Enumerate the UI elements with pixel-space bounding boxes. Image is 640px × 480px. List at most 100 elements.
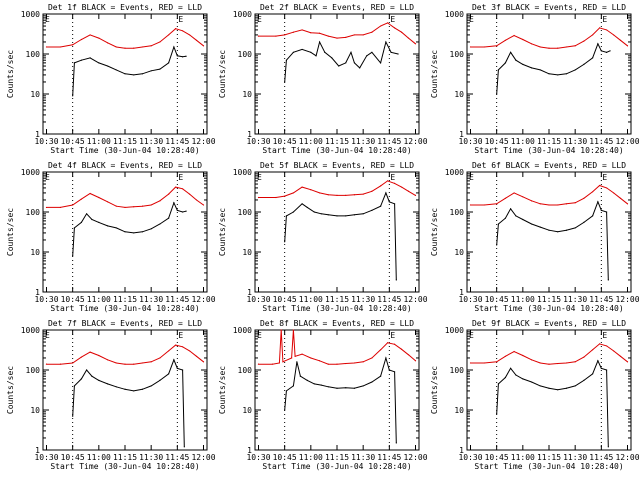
point-lld bbox=[345, 362, 347, 365]
point-lld bbox=[539, 203, 541, 205]
point-lld bbox=[583, 197, 585, 199]
point-lld bbox=[598, 343, 601, 345]
point-lld bbox=[195, 355, 198, 357]
point-events bbox=[510, 367, 512, 369]
point-events bbox=[592, 57, 594, 59]
point-lld bbox=[257, 363, 260, 365]
point-events bbox=[366, 55, 368, 57]
point-lld bbox=[284, 34, 286, 36]
point-lld bbox=[292, 192, 294, 194]
point-lld bbox=[619, 197, 622, 199]
point-lld bbox=[530, 359, 533, 361]
y-tick-label: 10 bbox=[242, 406, 252, 415]
x-tick-label: 11:45 bbox=[165, 295, 189, 304]
point-events bbox=[548, 387, 550, 389]
point-events bbox=[150, 385, 152, 387]
plot-frame bbox=[254, 13, 420, 135]
point-events bbox=[72, 415, 74, 417]
panel-det-6: Det 6f BLACK = Events, RED = LLD 1 10 100 10… bbox=[430, 161, 640, 313]
marker-label-end: E bbox=[178, 331, 183, 340]
point-lld bbox=[522, 354, 524, 357]
x-tick-label: 11:00 bbox=[299, 453, 323, 462]
point-events bbox=[310, 51, 312, 53]
point-events bbox=[301, 203, 303, 205]
y-tick-label: 10 bbox=[454, 90, 464, 99]
x-tick-label: 11:00 bbox=[87, 295, 111, 304]
point-events bbox=[292, 211, 294, 213]
point-events bbox=[530, 381, 533, 383]
point-lld bbox=[150, 361, 152, 363]
x-tick-label: 11:00 bbox=[511, 295, 535, 304]
point-events bbox=[592, 373, 594, 375]
point-events bbox=[388, 369, 390, 371]
panel-det-1: Det 1f BLACK = Events, RED = LLD 1 10 100 10… bbox=[6, 3, 216, 155]
point-lld bbox=[548, 363, 550, 365]
x-tick-label: 10:30 bbox=[458, 295, 482, 304]
point-lld bbox=[275, 35, 277, 37]
x-tick-label: 11:15 bbox=[325, 295, 349, 304]
point-events bbox=[86, 369, 88, 371]
y-tick-label: 10 bbox=[30, 90, 40, 99]
marker-label-start: E bbox=[45, 15, 50, 24]
point-events bbox=[565, 73, 568, 75]
point-lld bbox=[565, 46, 568, 48]
point-lld bbox=[174, 186, 177, 188]
chart-title: Det 2f BLACK = Events, RED = LLD bbox=[260, 3, 414, 12]
y-tick-label: 10 bbox=[242, 248, 252, 257]
y-axis-label: Counts/sec bbox=[218, 208, 227, 256]
x-tick-label: 10:30 bbox=[458, 137, 482, 146]
point-events bbox=[181, 211, 184, 213]
point-events bbox=[115, 227, 117, 229]
point-events bbox=[515, 215, 517, 217]
y-tick-label: 1000 bbox=[21, 326, 40, 335]
plot-frame bbox=[466, 329, 632, 451]
point-events bbox=[539, 69, 541, 71]
x-tick-label: 12:00 bbox=[191, 453, 215, 462]
point-events bbox=[504, 376, 506, 379]
point-events bbox=[385, 357, 387, 359]
plot-frame bbox=[42, 329, 208, 451]
x-tick-label: 11:00 bbox=[511, 137, 535, 146]
point-events bbox=[306, 206, 308, 209]
x-tick-label: 11:45 bbox=[589, 137, 613, 146]
point-events bbox=[173, 202, 175, 204]
point-events bbox=[574, 227, 576, 229]
point-lld bbox=[393, 182, 396, 184]
point-lld bbox=[141, 46, 144, 48]
marker-label-start: E bbox=[45, 173, 50, 182]
point-events bbox=[133, 232, 135, 234]
series-lld bbox=[470, 184, 628, 206]
point-lld bbox=[574, 45, 576, 47]
point-events bbox=[80, 378, 82, 380]
point-lld bbox=[188, 34, 191, 36]
point-lld bbox=[548, 47, 550, 49]
point-lld bbox=[318, 32, 321, 34]
point-events bbox=[327, 214, 329, 216]
point-lld bbox=[565, 203, 568, 205]
point-events bbox=[583, 63, 585, 65]
point-lld bbox=[469, 46, 472, 48]
point-events bbox=[380, 205, 382, 207]
point-events bbox=[168, 373, 170, 375]
point-events bbox=[150, 228, 152, 230]
point-lld bbox=[557, 362, 559, 365]
point-lld bbox=[301, 29, 303, 31]
x-tick-label: 10:30 bbox=[34, 295, 58, 304]
point-lld bbox=[188, 350, 191, 352]
marker-label-start: E bbox=[469, 331, 474, 340]
point-events bbox=[72, 255, 74, 257]
point-events bbox=[185, 210, 187, 212]
point-events bbox=[345, 387, 347, 389]
series-events bbox=[284, 40, 399, 83]
point-events bbox=[397, 53, 399, 55]
point-events bbox=[557, 389, 559, 391]
point-events bbox=[86, 213, 88, 215]
point-events bbox=[301, 48, 303, 51]
point-events bbox=[353, 214, 356, 216]
point-lld bbox=[380, 349, 382, 351]
point-lld bbox=[513, 34, 515, 37]
point-lld bbox=[557, 47, 559, 49]
point-lld bbox=[257, 196, 260, 199]
point-events bbox=[388, 201, 390, 203]
